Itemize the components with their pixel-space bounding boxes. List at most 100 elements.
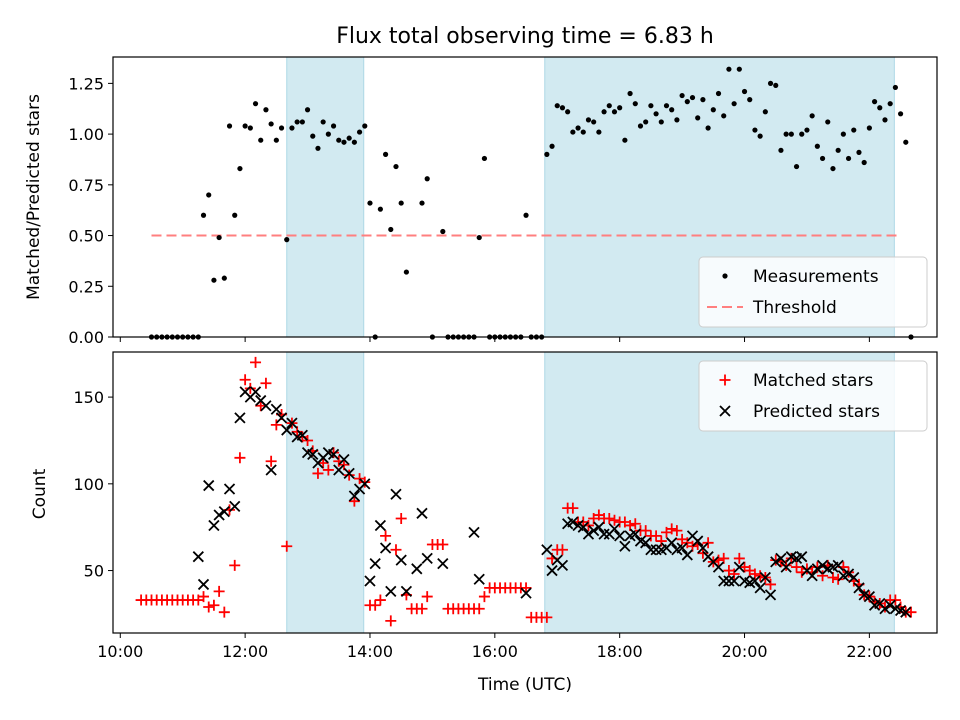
measurement-point [643, 119, 649, 125]
measurement-point [289, 125, 295, 131]
matched-star-point [281, 540, 293, 552]
measurement-point [258, 137, 264, 143]
predicted-star-point [666, 537, 678, 549]
measurement-point [232, 212, 238, 218]
measurement-point [679, 92, 685, 99]
measurement-point [544, 151, 550, 157]
axes-frame [112, 56, 938, 338]
matched-star-point [556, 544, 568, 556]
x-tick-label: 20:00 [721, 642, 767, 661]
measurement-point [825, 119, 831, 125]
predicted-star-point [390, 488, 402, 500]
matched-star-point [218, 606, 230, 618]
measurement-point [393, 163, 399, 170]
predicted-star-point [593, 521, 605, 533]
measurement-point [809, 113, 815, 119]
measurement-point [840, 131, 846, 137]
matched-star-point [520, 582, 532, 594]
predicted-star-point [546, 564, 558, 577]
y-tick-label: 50 [84, 562, 104, 581]
predicted-star-point [567, 516, 579, 528]
measurement-point [845, 155, 852, 162]
matched-star-point [905, 606, 917, 618]
y-tick-label: 0.75 [68, 176, 104, 195]
measurement-point [799, 131, 805, 137]
x-tick-label: 14:00 [347, 642, 393, 661]
measurement-point [757, 133, 763, 139]
predicted-star-point [640, 537, 652, 549]
predicted-star-point [234, 412, 246, 424]
measurement-point [892, 84, 898, 91]
matched-star-point [380, 530, 392, 542]
predicted-star-point [213, 509, 225, 521]
matched-star-point [671, 525, 683, 537]
y-tick-label: 100 [73, 475, 104, 494]
predicted-star-point [900, 606, 912, 618]
matched-star-point [780, 559, 792, 571]
predicted-star-point [770, 556, 782, 568]
x-tick-label: 22:00 [846, 642, 892, 661]
legend-label: Measurements [753, 267, 879, 287]
legend-predicted-marker [719, 405, 731, 417]
measurement-point [778, 147, 784, 153]
measurement-point [856, 149, 862, 155]
measurement-point [273, 137, 279, 143]
measurement-point [216, 234, 222, 241]
predicted-star-point [842, 568, 855, 580]
predicted-star-point [759, 571, 771, 584]
matched-star-point [244, 382, 256, 394]
measurement-point [476, 234, 482, 241]
matched-star-point [338, 459, 350, 471]
matched-star-point [234, 452, 246, 464]
predicted-star-point [203, 479, 215, 492]
measurement-point [206, 192, 212, 198]
legend-measurement-marker [722, 273, 728, 279]
measurement-point [627, 90, 633, 97]
measurement-point [341, 139, 347, 145]
measurement-point [747, 97, 753, 103]
predicted-star-point [692, 535, 704, 547]
matched-star-point [260, 377, 272, 389]
measurement-point [247, 125, 253, 131]
legend-label: Threshold [752, 298, 837, 318]
matched-star-point [265, 455, 277, 467]
measurement-point [762, 109, 768, 115]
measurement-point [741, 88, 748, 95]
axes-frame [112, 351, 938, 634]
measurement-point [705, 125, 711, 131]
measurement-point [882, 117, 888, 123]
measurement-point [861, 159, 867, 166]
predicted-star-point [541, 544, 553, 556]
matched-star-point [817, 570, 829, 582]
count-panel: 50 100 150 10:00 12:00 14:00 16:00 18:00 20:00 22… [73, 351, 938, 661]
matched-star-point [239, 374, 251, 386]
y-tick-label: 0.50 [68, 227, 104, 246]
measurement-point [658, 119, 664, 125]
y-tick-label: 0.25 [68, 277, 104, 296]
measurement-point [606, 103, 612, 109]
matched-star-point [437, 539, 449, 551]
measurement-point [268, 121, 274, 127]
matched-star-point [312, 467, 324, 479]
matched-star-point [328, 447, 340, 459]
matched-star-point [359, 476, 371, 488]
predicted-star-point [863, 590, 876, 603]
measurement-point [325, 131, 331, 137]
predicted-star-point [697, 542, 709, 554]
measurement-point [565, 109, 571, 115]
y-tick-label: 1.25 [68, 74, 104, 93]
measurement-point [310, 133, 316, 139]
measurement-point [252, 101, 259, 107]
measurement-point [804, 127, 810, 133]
measurement-point [382, 151, 389, 157]
measurement-point [695, 115, 701, 121]
measurement-point [726, 66, 732, 72]
predicted-star-point [749, 575, 761, 587]
predicted-star-point [832, 559, 844, 571]
matched-star-point [765, 578, 777, 590]
matched-star-point [608, 514, 620, 526]
matched-star-point [624, 519, 636, 531]
matched-star-point [198, 591, 210, 603]
measurement-point [351, 139, 357, 145]
measurement-point [903, 139, 909, 145]
